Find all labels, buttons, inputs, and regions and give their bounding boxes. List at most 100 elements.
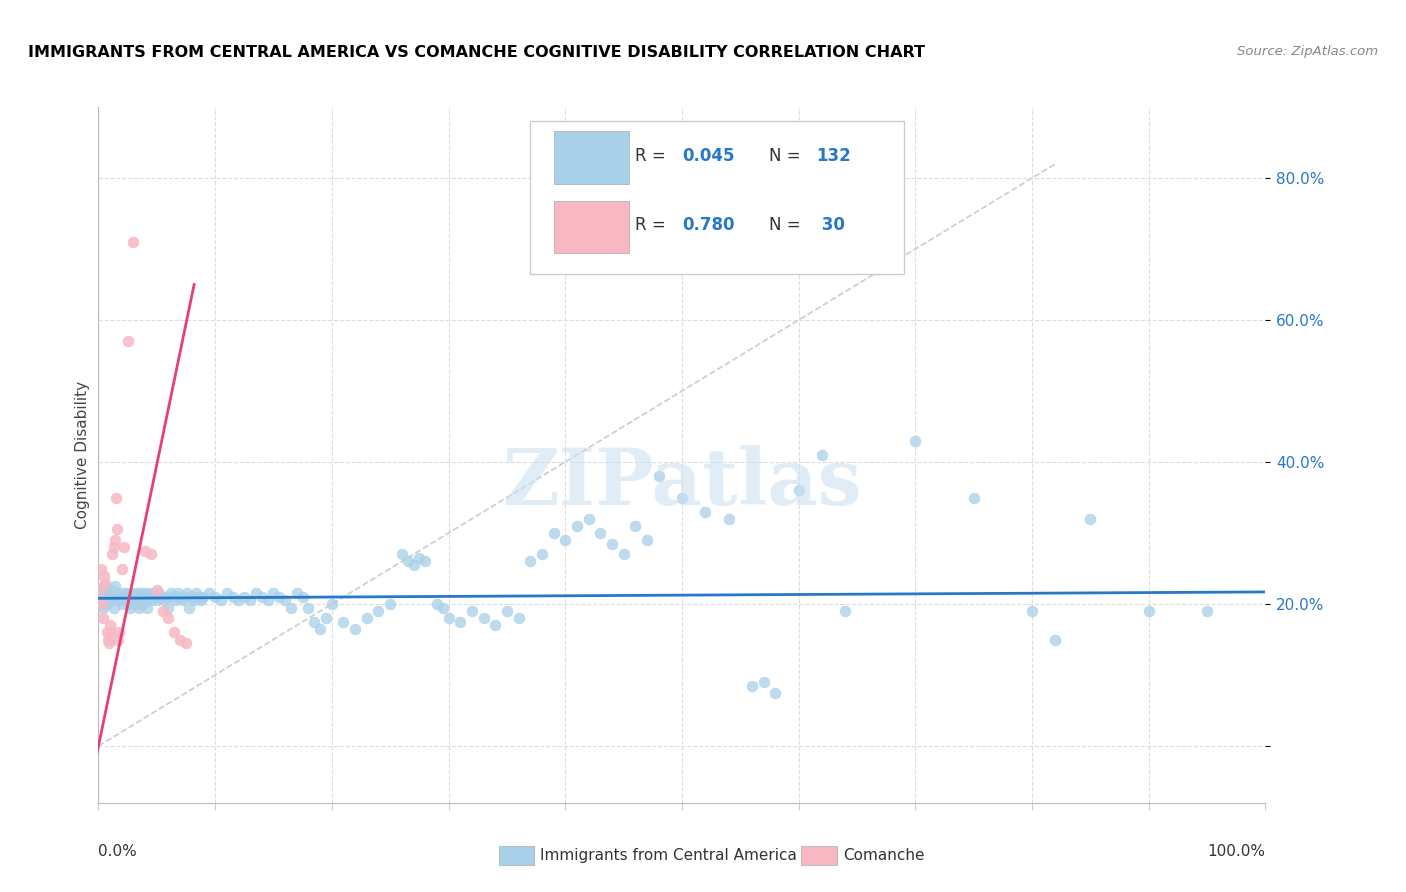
Point [108,625,131,640]
Point [125,597,148,611]
Text: 132: 132 [815,147,851,165]
Point [484,618,506,632]
Point [904,434,927,448]
Point [146,582,169,597]
Point [155,590,177,604]
Point [91,611,114,625]
Text: Immigrants from Central America: Immigrants from Central America [540,848,797,863]
Point [100,625,122,640]
Point [139,547,162,561]
Point [204,590,226,604]
Point [437,611,460,625]
Point [209,593,232,607]
Point [179,600,201,615]
Point [141,590,163,604]
Point [139,593,162,607]
Point [356,611,378,625]
Point [183,593,205,607]
Point [118,600,141,615]
Text: N =: N = [769,217,806,235]
Point [402,558,425,572]
Point [461,604,484,618]
Point [112,540,135,554]
Point [367,604,389,618]
Point [107,586,129,600]
Point [101,547,124,561]
Point [228,593,250,607]
Point [190,593,212,607]
Point [105,590,128,604]
Point [332,615,354,629]
Point [245,586,267,600]
Point [589,526,612,541]
Text: Comanche: Comanche [844,848,925,863]
Text: ZIPatlas: ZIPatlas [502,445,862,521]
FancyBboxPatch shape [530,121,904,274]
Text: 100.0%: 100.0% [1208,845,1265,859]
Point [142,586,165,600]
Point [104,491,127,505]
Point [172,593,194,607]
Point [127,590,149,604]
Point [152,604,174,618]
Point [717,512,740,526]
Point [150,590,173,604]
Point [834,604,856,618]
Point [396,554,419,568]
Point [98,618,121,632]
Point [763,686,786,700]
Point [91,600,114,615]
Point [104,533,127,548]
Point [97,636,120,650]
Point [146,593,169,607]
Point [1137,604,1160,618]
Point [613,547,636,561]
Point [811,448,834,462]
Point [787,483,810,498]
Point [600,536,623,550]
Point [122,235,145,249]
Point [120,586,142,600]
Point [89,586,111,600]
Point [112,590,135,604]
Point [159,586,181,600]
Text: 0.780: 0.780 [682,217,734,235]
Point [111,597,134,611]
Point [139,590,162,604]
Point [104,579,127,593]
Point [309,622,332,636]
Point [169,590,191,604]
Point [636,533,658,548]
Point [262,586,284,600]
Point [408,550,430,565]
Point [186,586,208,600]
Point [110,590,132,604]
Point [93,579,115,593]
Point [274,593,297,607]
Point [105,523,128,537]
Point [256,593,278,607]
Point [530,547,553,561]
Text: N =: N = [769,147,806,165]
Point [1080,512,1102,526]
Point [131,590,153,604]
Point [90,597,112,611]
Point [297,600,319,615]
Point [315,611,337,625]
Point [135,593,157,607]
Point [321,597,343,611]
Point [136,600,159,615]
Point [543,526,565,541]
Point [250,590,273,604]
Point [103,540,125,554]
Point [695,505,717,519]
Point [143,590,166,604]
Point [89,582,111,597]
FancyBboxPatch shape [554,201,630,253]
Point [554,533,576,548]
Point [90,561,112,575]
Point [103,600,125,615]
Point [647,469,669,483]
Y-axis label: Cognitive Disability: Cognitive Disability [75,381,90,529]
Point [198,586,221,600]
